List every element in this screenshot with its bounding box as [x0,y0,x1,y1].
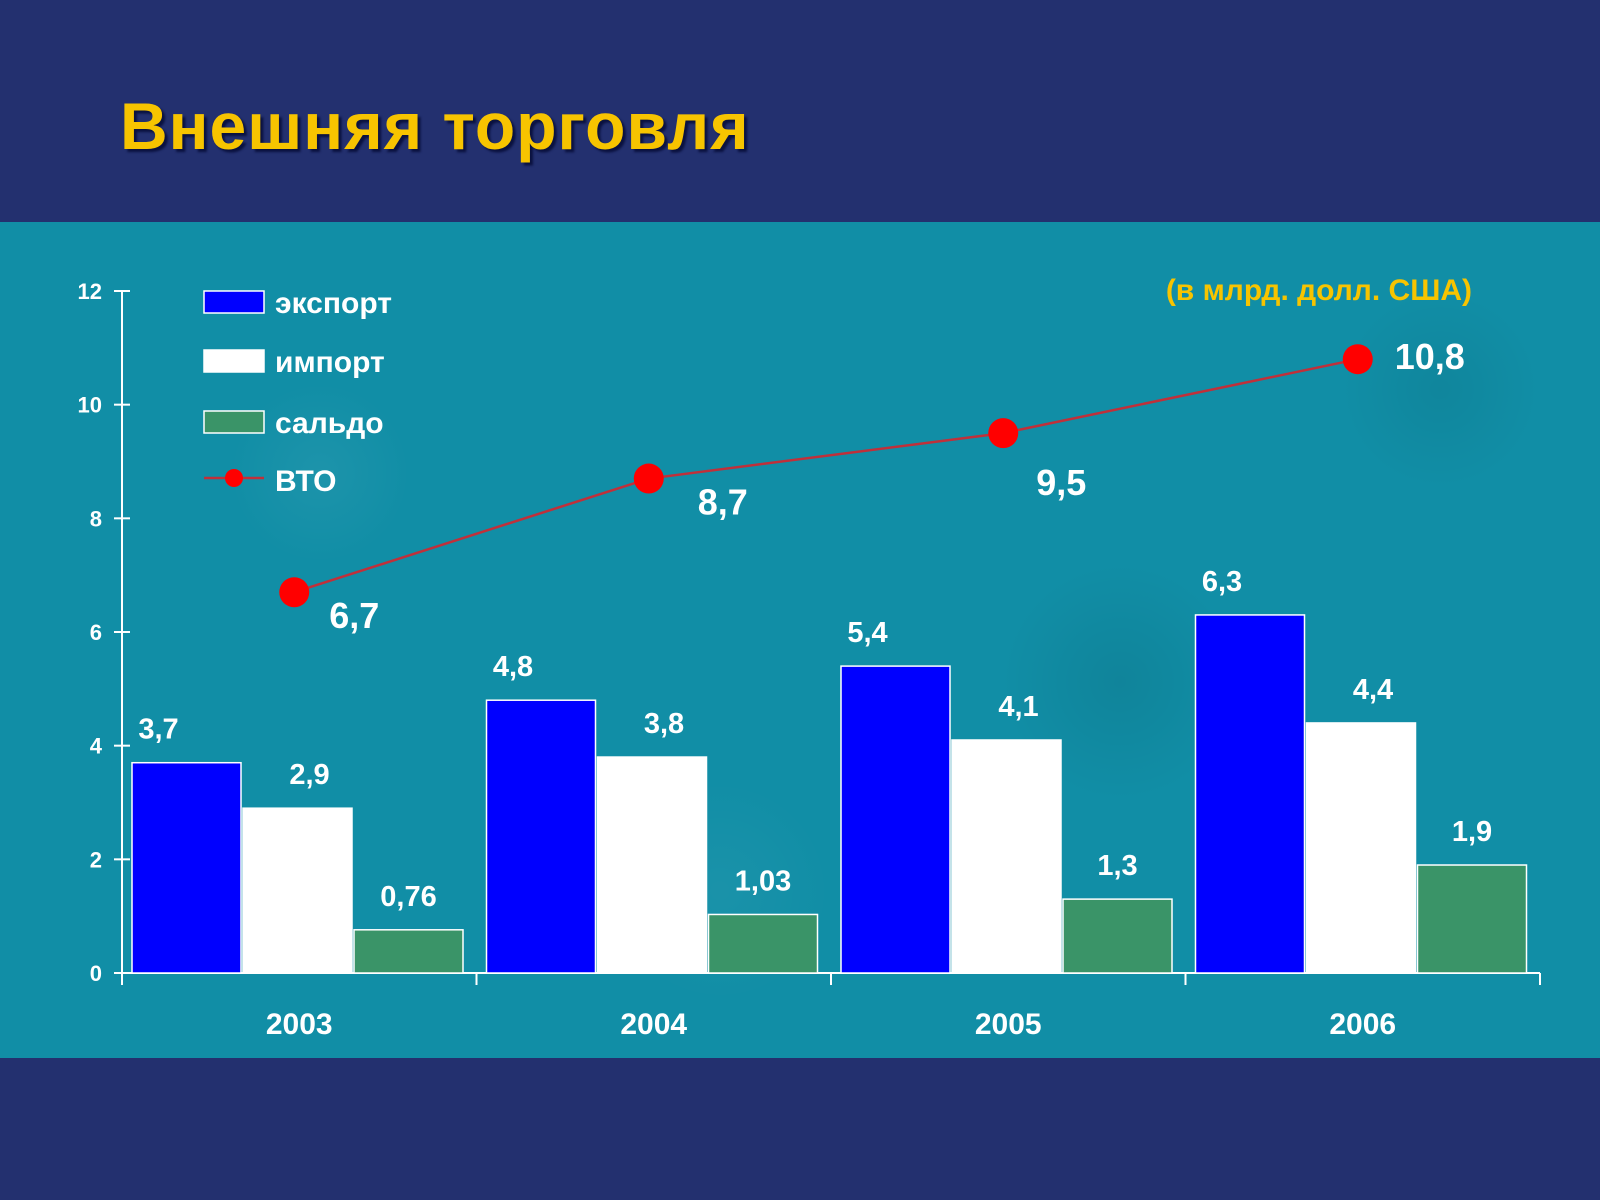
saldo-bar [1062,898,1173,974]
wto-point-label: 10,8 [1395,336,1465,377]
chart-wto-line: 6,7 8,7 9,5 10,8 [279,336,1465,636]
y-tick-label: 12 [78,279,102,304]
export-bar [840,665,951,974]
y-tick-label: 6 [90,620,102,645]
export-bar-label: 4,8 [493,651,533,683]
wto-point [1342,344,1373,375]
legend-wto-swatch-marker [225,469,243,487]
import-bar [242,807,353,974]
saldo-bar [1416,864,1528,974]
saldo-bar-label: 1,9 [1452,816,1492,848]
wto-point [279,577,310,608]
export-bar [485,699,597,974]
saldo-bar [353,929,464,974]
chart-bars: 3,7 2,9 0,76 4,8 3,8 1,03 5,4 4,1 1,3 6,3 4,4 1,9 [131,566,1528,974]
import-bar-label: 4,1 [998,691,1038,723]
export-bar-label: 6,3 [1202,566,1242,598]
export-bar-label: 3,7 [138,714,178,746]
wto-point [633,463,664,494]
import-bar-label: 2,9 [289,759,329,791]
legend-export-swatch [203,290,265,314]
y-tick-label: 0 [90,961,102,986]
import-bar-label: 4,4 [1353,674,1393,706]
chart-axes: 0 2 4 6 8 10 12 2003 2004 2005 2006 [78,279,1541,1041]
y-tick-label: 10 [78,393,102,418]
legend-saldo-swatch [203,410,265,434]
legend-saldo-label: сальдо [275,407,384,440]
saldo-bar-label: 1,03 [735,865,791,897]
wto-point-label: 6,7 [329,595,379,636]
x-category-label: 2006 [1329,1008,1396,1041]
x-category-label: 2005 [975,1008,1042,1041]
legend-import-swatch [203,349,265,373]
y-tick-label: 2 [90,847,102,872]
x-category-label: 2004 [620,1008,687,1041]
slide-title: Внешняя торговля [120,89,750,163]
y-tick-label: 8 [90,506,102,531]
saldo-bar-label: 1,3 [1097,850,1137,882]
export-bar [131,761,242,974]
import-bar-label: 3,8 [644,708,684,740]
chart-legend: экспорт импорт сальдо ВТО [203,287,392,498]
legend-wto-label: ВТО [275,465,336,498]
wto-point-label: 9,5 [1036,462,1086,503]
unit-note: (в млрд. долл. США) [1166,274,1472,307]
legend-import-label: импорт [275,346,385,379]
saldo-bar-label: 0,76 [380,881,436,913]
wto-line [293,357,1359,594]
x-category-label: 2003 [266,1008,333,1041]
legend-export-label: экспорт [275,287,392,320]
import-bar [596,756,708,974]
wto-point [988,418,1019,449]
export-bar-label: 5,4 [847,617,887,649]
wto-point-label: 8,7 [698,482,748,523]
saldo-bar [707,913,819,974]
bottom-band [0,1058,1600,1200]
y-tick-label: 4 [90,734,103,759]
import-bar [951,739,1062,974]
export-bar [1194,614,1306,974]
import-bar [1305,722,1417,974]
